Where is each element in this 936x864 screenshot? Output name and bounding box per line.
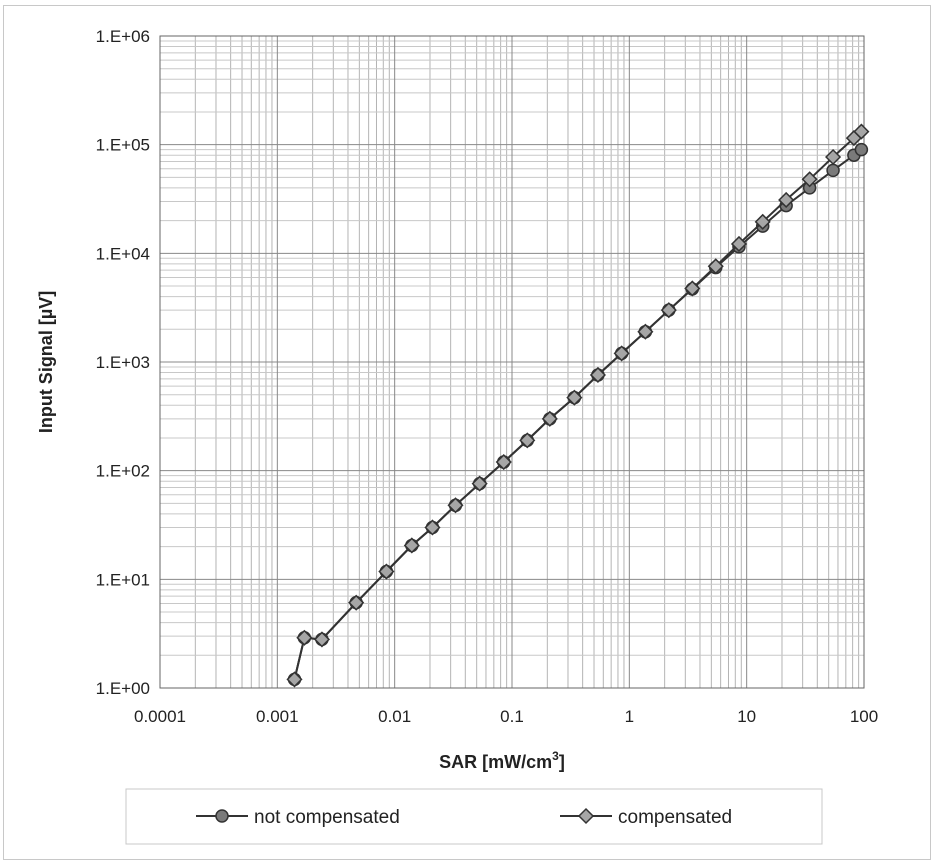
x-tick-label: 10 (737, 707, 756, 726)
data-point (730, 235, 748, 253)
data-point (495, 454, 512, 471)
series-not-compensated (287, 142, 869, 687)
x-tick-label: 100 (850, 707, 878, 726)
legend-label: compensated (618, 807, 732, 828)
data-point (296, 629, 313, 646)
legend-item-compensated: compensated (560, 807, 732, 828)
data-point (541, 410, 558, 427)
data-point (447, 497, 464, 514)
x-axis-title: SAR [mW/cm3] (439, 749, 565, 772)
x-tick-label: 1 (625, 707, 634, 726)
x-tick-label: 0.01 (378, 707, 411, 726)
series-line (293, 148, 862, 680)
y-tick-label: 1.E+05 (96, 136, 150, 155)
x-tick-label: 0.001 (256, 707, 299, 726)
legend: not compensated compensated (125, 788, 823, 845)
data-point (519, 432, 536, 449)
data-point (826, 163, 840, 178)
data-point (637, 323, 654, 340)
legend-item-not-compensated: not compensated (196, 807, 400, 828)
y-axis-title: Input Signal [µV] (36, 291, 56, 433)
data-point (403, 537, 420, 554)
data-point (707, 258, 724, 275)
data-point (313, 631, 331, 648)
data-point (660, 302, 677, 319)
chart-frame (3, 5, 931, 860)
data-point (778, 191, 795, 208)
data-point (424, 519, 441, 536)
y-tick-label: 1.E+01 (96, 570, 150, 589)
data-point (378, 563, 395, 580)
data-point (684, 280, 701, 297)
data-point (589, 366, 606, 384)
data-point (854, 142, 869, 157)
legend-marker (215, 809, 229, 823)
y-tick-label: 1.E+00 (96, 679, 150, 698)
data-point (754, 213, 771, 230)
plot-area (159, 35, 865, 689)
series-compensated (286, 123, 870, 688)
x-axis-ticks: 0.0001 0.001 0.01 0.1 1 10 100 (134, 707, 878, 726)
data-point (566, 389, 583, 406)
x-tick-label: 0.1 (500, 707, 524, 726)
y-tick-label: 1.E+04 (96, 244, 150, 263)
data-point (286, 671, 303, 688)
data-point (471, 475, 488, 492)
data-point (348, 594, 365, 611)
legend-label: not compensated (254, 807, 400, 828)
x-tick-label: 0.0001 (134, 707, 186, 726)
data-point (825, 148, 842, 166)
y-tick-label: 1.E+02 (96, 462, 150, 481)
data-point (801, 171, 818, 188)
y-tick-label: 1.E+03 (96, 353, 150, 372)
series-layer (286, 123, 870, 688)
y-tick-label: 1.E+06 (96, 27, 150, 46)
data-point (613, 345, 630, 362)
data-point (853, 123, 870, 140)
legend-marker (577, 807, 595, 825)
y-axis-ticks: 1.E+00 1.E+01 1.E+02 1.E+03 1.E+04 1.E+05 1.E+… (96, 27, 150, 698)
